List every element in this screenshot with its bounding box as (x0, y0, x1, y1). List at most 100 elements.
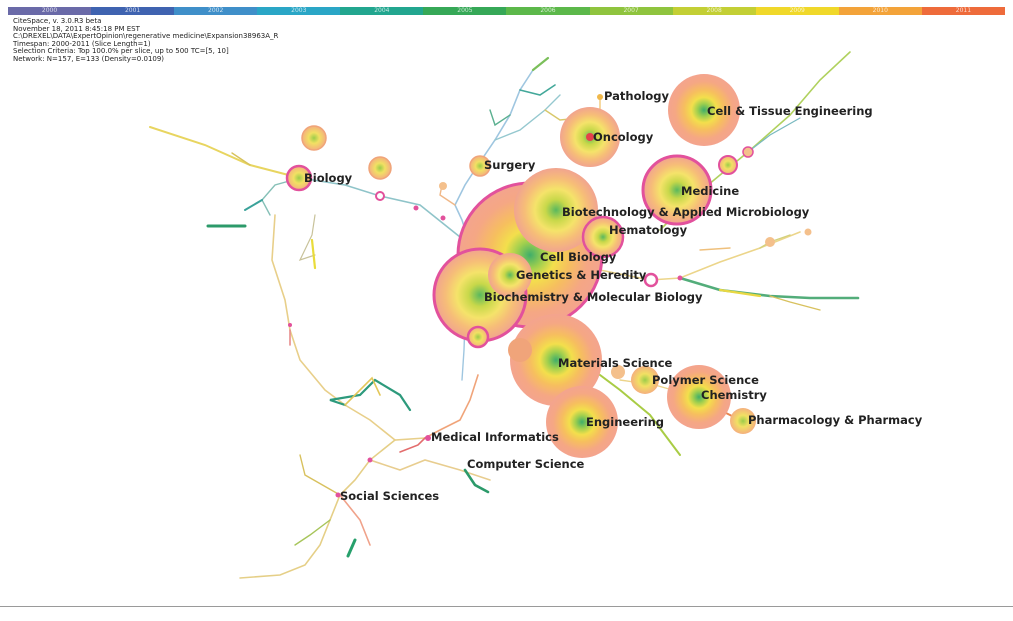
node-small (439, 182, 447, 190)
label-polymer-science: Polymer Science (652, 373, 759, 387)
info-line: November 18, 2011 8:45:18 PM EST (13, 24, 140, 33)
edge (699, 247, 731, 251)
label-biotechnology: Biotechnology & Applied Microbiology (562, 205, 810, 219)
edge (344, 376, 381, 406)
label-oncology: Oncology (593, 130, 654, 144)
edge (747, 117, 801, 153)
edge (299, 454, 341, 496)
edge (346, 538, 357, 558)
node-small (643, 272, 659, 288)
node-biotechnology (514, 168, 598, 252)
label-medicine: Medicine (681, 184, 739, 198)
node-biology (285, 164, 313, 192)
co-occurrence-network: Pathology Cell & Tissue Engineering Onco… (149, 51, 923, 579)
node-medicine-satellite (718, 155, 738, 175)
node-pharmacology (730, 408, 756, 434)
node-biology-satellite-2 (368, 156, 392, 180)
node-engineering (546, 386, 618, 458)
label-chemistry: Chemistry (701, 388, 767, 402)
label-medical-informatics: Medical Informatics (431, 430, 559, 444)
timeline-color-bar: 2000 2001 2002 2003 2004 2005 2006 2007 … (8, 7, 1005, 15)
label-cell-tissue-engineering: Cell & Tissue Engineering (707, 104, 873, 118)
label-genetics: Genetics & Heredity (516, 268, 647, 282)
node-medicine-satellite-2 (742, 146, 754, 158)
node-hematology (581, 215, 625, 259)
node-materials-science (510, 314, 602, 406)
label-pathology: Pathology (604, 89, 670, 103)
info-line: Timespan: 2000-2011 (Slice Length=1) (13, 39, 151, 48)
label-social-sciences: Social Sciences (340, 489, 439, 503)
label-computer-science: Computer Science (467, 457, 585, 471)
label-hematology: Hematology (609, 223, 688, 237)
timeline-slice: 2007 (589, 7, 673, 15)
edge (769, 295, 821, 311)
edge (231, 152, 251, 166)
node-small (367, 457, 373, 463)
node-genetics (488, 253, 532, 297)
label-biochemistry: Biochemistry & Molecular Biology (484, 290, 703, 304)
edge (294, 519, 331, 546)
node-small (804, 228, 812, 236)
label-materials-science: Materials Science (558, 356, 673, 370)
label-pharmacology: Pharmacology & Pharmacy (748, 413, 923, 427)
edge (424, 374, 479, 439)
label-cell-biology: Cell Biology (540, 250, 617, 264)
edge (531, 56, 550, 72)
network-info-panel: CiteSpace, v. 3.0.R3 beta November 18, 2… (13, 17, 279, 64)
edge (339, 494, 371, 546)
timeline-slice: 2008 (672, 7, 756, 15)
edge (369, 459, 491, 481)
edge (494, 94, 561, 141)
node-pathology (597, 94, 603, 100)
timeline-slice: 2003 (257, 7, 341, 15)
label-biology: Biology (304, 171, 353, 185)
timeline-slice: 2011 (921, 7, 1005, 15)
node-biochem-satellite (466, 325, 490, 349)
node-chemistry (667, 365, 731, 429)
edge (519, 84, 556, 96)
info-line: Network: N=157, E=133 (Density=0.0109) (13, 54, 165, 63)
edge (463, 468, 490, 494)
node-medicine (641, 154, 713, 226)
node-biology-satellite (301, 125, 327, 151)
node-medical-informatics (425, 435, 431, 441)
network-nodes (285, 74, 812, 498)
node-small (765, 237, 775, 247)
bottom-divider (0, 606, 1013, 607)
node-small (440, 215, 446, 221)
edge (271, 214, 426, 441)
timeline-slice: 2010 (838, 7, 922, 15)
node-polymer-science (631, 366, 659, 394)
edge (244, 199, 263, 211)
node-polymer-satellite (611, 365, 625, 379)
edge (399, 437, 426, 453)
edge (678, 276, 860, 300)
node-surgery (469, 155, 491, 177)
node-labels: Pathology Cell & Tissue Engineering Onco… (304, 89, 923, 503)
node-small (288, 323, 292, 327)
node-small (677, 275, 683, 281)
edge (298, 214, 316, 262)
timeline-slice: 2004 (340, 7, 424, 15)
label-surgery: Surgery (484, 158, 536, 172)
edge (718, 288, 762, 298)
node-oncology-core (586, 133, 594, 141)
node-small (375, 191, 385, 201)
edge (489, 109, 511, 127)
info-line: Selection Criteria: Top 100.0% per slice… (13, 47, 229, 56)
node-cell-tissue (668, 74, 740, 146)
node-small (413, 205, 419, 211)
edge (310, 238, 317, 270)
node-materials-satellite (508, 338, 532, 362)
info-line: C:\DREXEL\DATA\ExpertOpinion\regenerativ… (13, 32, 279, 41)
label-engineering: Engineering (586, 415, 664, 429)
edge (329, 378, 412, 412)
timeline-slice: 2002 (174, 7, 258, 15)
timeline-slice: 2005 (423, 7, 507, 15)
info-line: CiteSpace, v. 3.0.R3 beta (13, 17, 102, 25)
edge (149, 126, 301, 179)
timeline-slice: 2006 (506, 7, 590, 15)
timeline-slice: 2009 (755, 7, 839, 15)
timeline-slice: 2001 (91, 7, 175, 15)
node-small (335, 492, 341, 498)
